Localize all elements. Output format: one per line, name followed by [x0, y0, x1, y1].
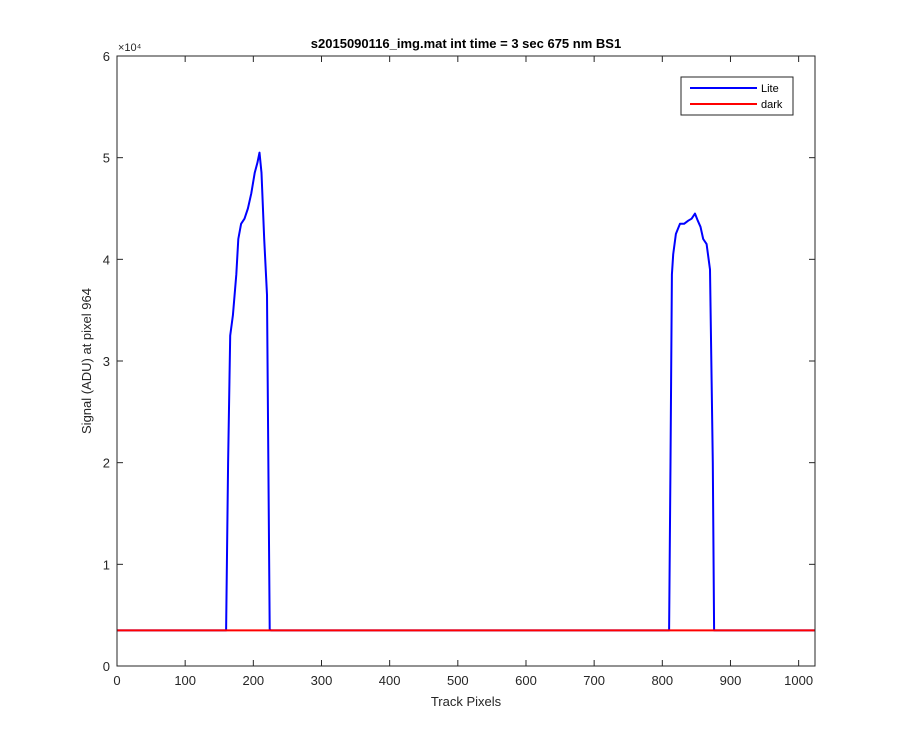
y-tick-label: 4 — [103, 252, 110, 267]
x-tick-label: 200 — [242, 673, 264, 688]
y-tick-label: 2 — [103, 456, 110, 471]
y-tick-label: 5 — [103, 151, 110, 166]
y-tick-label: 3 — [103, 354, 110, 369]
axes-layer: 0 100 200 300 400 500 600 700 800 900 1000 0 1 2 3 4 5 6 — [103, 49, 816, 688]
y-axis-exponent-label: ×10⁴ — [118, 42, 142, 54]
y-tick-label: 0 — [103, 659, 110, 674]
series-layer — [117, 151, 815, 632]
x-tick-label: 900 — [720, 673, 742, 688]
legend-label-lite: Lite — [761, 83, 779, 95]
y-tick-label: 1 — [103, 557, 110, 572]
x-tick-label: 100 — [174, 673, 196, 688]
y-tick-label: 6 — [103, 49, 110, 64]
x-tick-label: 800 — [651, 673, 673, 688]
x-tick-label: 600 — [515, 673, 537, 688]
chart-title: s2015090116_img.mat int time = 3 sec 675… — [311, 36, 621, 51]
x-tick-label: 500 — [447, 673, 469, 688]
x-axis-label: Track Pixels — [431, 694, 502, 709]
legend-box — [680, 76, 794, 116]
plot-area — [117, 56, 815, 666]
legend: Lite dark — [680, 76, 794, 116]
x-tick-label: 700 — [583, 673, 605, 688]
x-tick-label: 300 — [311, 673, 333, 688]
y-axis-label: Signal (ADU) at pixel 964 — [79, 288, 94, 434]
legend-label-dark: dark — [761, 99, 783, 111]
x-tick-label: 0 — [113, 673, 120, 688]
x-tick-label: 400 — [379, 673, 401, 688]
x-tick-label: 1000 — [784, 673, 813, 688]
